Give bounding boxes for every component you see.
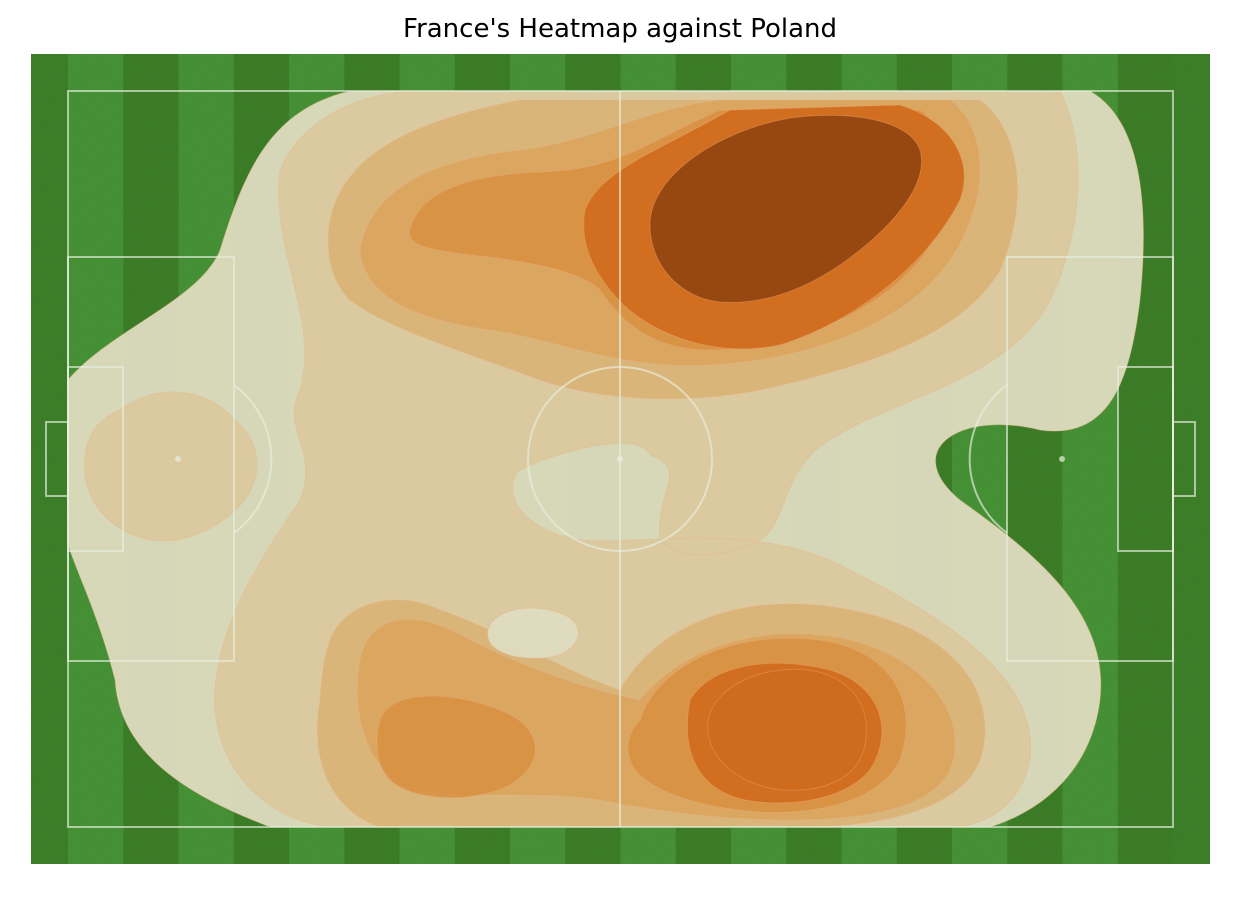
left-penalty-arc <box>233 384 273 534</box>
heat-contours <box>68 91 1144 827</box>
heat-level-peak <box>649 114 922 303</box>
centre-spot <box>617 456 623 462</box>
centre-circle <box>527 366 713 552</box>
left-goal <box>45 421 69 497</box>
right-penalty-spot <box>1059 456 1065 462</box>
heat-level-7b <box>707 668 867 791</box>
heat-level-2 <box>84 391 258 542</box>
chart-title: France's Heatmap against Poland <box>403 14 837 44</box>
left-penalty-spot <box>175 456 181 462</box>
right-goal <box>1172 421 1196 497</box>
pitch-spots <box>175 456 1065 462</box>
heat-level-5b <box>376 695 536 799</box>
right-penalty-arc <box>968 384 1008 534</box>
heat-low-island <box>487 607 579 659</box>
